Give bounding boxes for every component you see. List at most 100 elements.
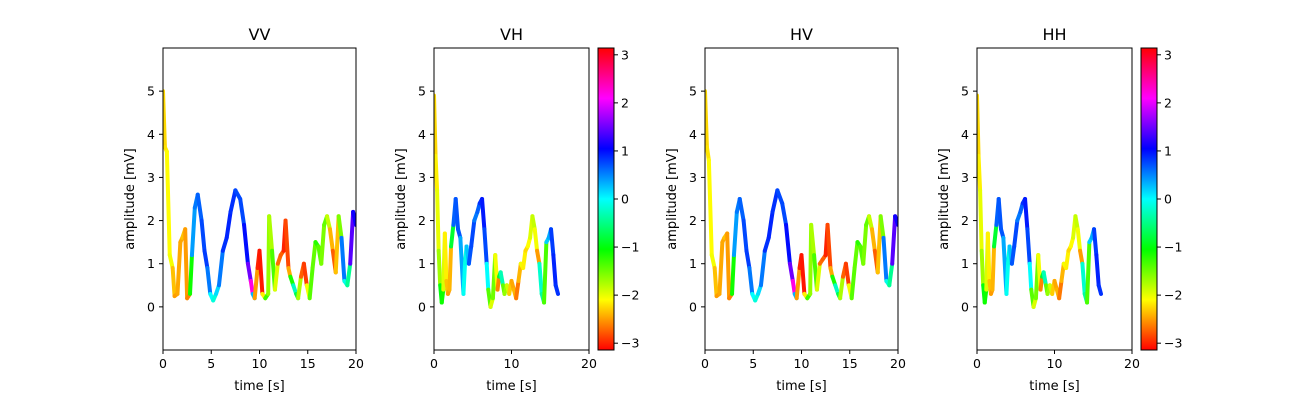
- subplot-0: 0 5 10 15 20 0 1 2 3 4 5 VV time [s] amplitude [mV]: [123, 25, 364, 394]
- colorbar: [1140, 47, 1158, 351]
- line-segment: [238, 197, 247, 227]
- x-tick-label: 15: [842, 356, 858, 371]
- line-segment: [706, 158, 714, 258]
- colorbar-tick-label: 3: [1164, 47, 1172, 62]
- x-tick-label: 0: [430, 356, 438, 371]
- colorbar-tick-label: 0: [621, 192, 629, 207]
- line-segment: [439, 287, 446, 305]
- y-tick-label: 1: [418, 256, 426, 271]
- line-segment: [484, 261, 491, 292]
- y-tick-label: 2: [418, 213, 426, 228]
- line-segment: [709, 253, 717, 271]
- line-segment: [498, 270, 505, 288]
- line-segment: [442, 231, 449, 283]
- line-segment: [170, 266, 177, 299]
- y-axis-label: amplitude [mV]: [123, 148, 138, 250]
- line-segment: [532, 227, 540, 253]
- colorbar-1: 3 2 1 0 −1 −2 −3: [597, 47, 639, 351]
- line-segment: [849, 266, 857, 301]
- line-segment: [1073, 214, 1080, 232]
- line-segment: [1027, 261, 1034, 292]
- line-segment: [530, 214, 537, 232]
- line-segment: [188, 253, 194, 296]
- x-axis-label: time [s]: [486, 379, 536, 394]
- y-tick-label: 4: [418, 127, 426, 142]
- line-segment: [252, 266, 260, 301]
- line-segment: [758, 248, 767, 288]
- colorbar-tick-label: −3: [1164, 336, 1182, 351]
- line-segment: [272, 261, 280, 292]
- line-segment: [327, 227, 335, 253]
- line-segment: [521, 248, 528, 271]
- y-tick-label: 1: [689, 256, 697, 271]
- line-segment: [852, 240, 860, 271]
- y-tick-label: 4: [689, 127, 697, 142]
- line-segment: [466, 244, 474, 266]
- line-segment: [869, 227, 877, 253]
- line-segment: [784, 222, 792, 266]
- line-segment: [992, 222, 999, 249]
- colorbar-tick-label: −3: [621, 336, 639, 351]
- colorbar-tick-label: 3: [621, 47, 629, 62]
- line-segment: [775, 188, 785, 206]
- line-segment: [469, 218, 477, 249]
- line-segment: [867, 214, 874, 232]
- line-segment: [436, 248, 443, 288]
- x-tick-label: 5: [749, 356, 757, 371]
- line-segment: [336, 214, 344, 240]
- y-tick-label: 3: [147, 170, 155, 185]
- line-segment: [1012, 218, 1020, 249]
- line-segment: [164, 149, 172, 258]
- x-tick-label: 10: [252, 356, 268, 371]
- x-tick-label: 20: [1124, 356, 1140, 371]
- line-segment: [762, 235, 771, 253]
- line-segment: [790, 278, 797, 296]
- line-segment: [301, 261, 309, 288]
- subplot-title: HH: [1042, 25, 1066, 44]
- colorbar: [597, 47, 615, 351]
- subplot-3: 0 10 20 0 1 2 3 4 5 HH time [s] amplitude [mV]: [937, 25, 1140, 394]
- subplot-title: VH: [500, 25, 523, 44]
- x-tick-label: 10: [1047, 356, 1063, 371]
- line-segment: [809, 222, 817, 258]
- line-segment: [205, 266, 213, 296]
- y-axis-label: amplitude [mV]: [394, 148, 409, 250]
- series-line: [705, 89, 898, 303]
- line-segment: [1075, 227, 1083, 253]
- line-segment: [447, 244, 454, 292]
- line-segment: [453, 197, 461, 232]
- line-segment: [985, 231, 992, 283]
- line-segment: [307, 266, 315, 301]
- y-tick-label: 2: [147, 213, 155, 228]
- line-segment: [780, 201, 789, 227]
- line-segment: [183, 227, 190, 301]
- line-segment: [1041, 270, 1048, 288]
- line-segment: [542, 240, 549, 305]
- colorbar-tick-label: −1: [1164, 240, 1182, 255]
- line-segment: [766, 209, 775, 240]
- line-segment: [1092, 227, 1099, 258]
- line-segment: [737, 197, 746, 223]
- x-tick-label: 10: [504, 356, 520, 371]
- line-segment: [861, 222, 869, 266]
- line-segment: [770, 188, 780, 214]
- line-segment: [216, 248, 225, 288]
- x-tick-label: 15: [300, 356, 316, 371]
- colorbar-tick-label: 2: [621, 95, 629, 110]
- line-segment: [787, 261, 795, 283]
- line-segment: [199, 218, 207, 253]
- line-segment: [319, 222, 327, 266]
- line-segment: [480, 197, 487, 232]
- x-tick-label: 20: [581, 356, 597, 371]
- y-tick-label: 5: [147, 84, 155, 99]
- line-segment: [345, 261, 353, 288]
- line-segment: [741, 218, 749, 253]
- line-segment: [549, 227, 556, 258]
- y-tick-label: 1: [961, 256, 969, 271]
- y-tick-label: 5: [689, 84, 697, 99]
- line-segment: [979, 248, 986, 288]
- series-line: [163, 89, 356, 303]
- line-segment: [325, 214, 332, 232]
- y-tick-label: 3: [689, 170, 697, 185]
